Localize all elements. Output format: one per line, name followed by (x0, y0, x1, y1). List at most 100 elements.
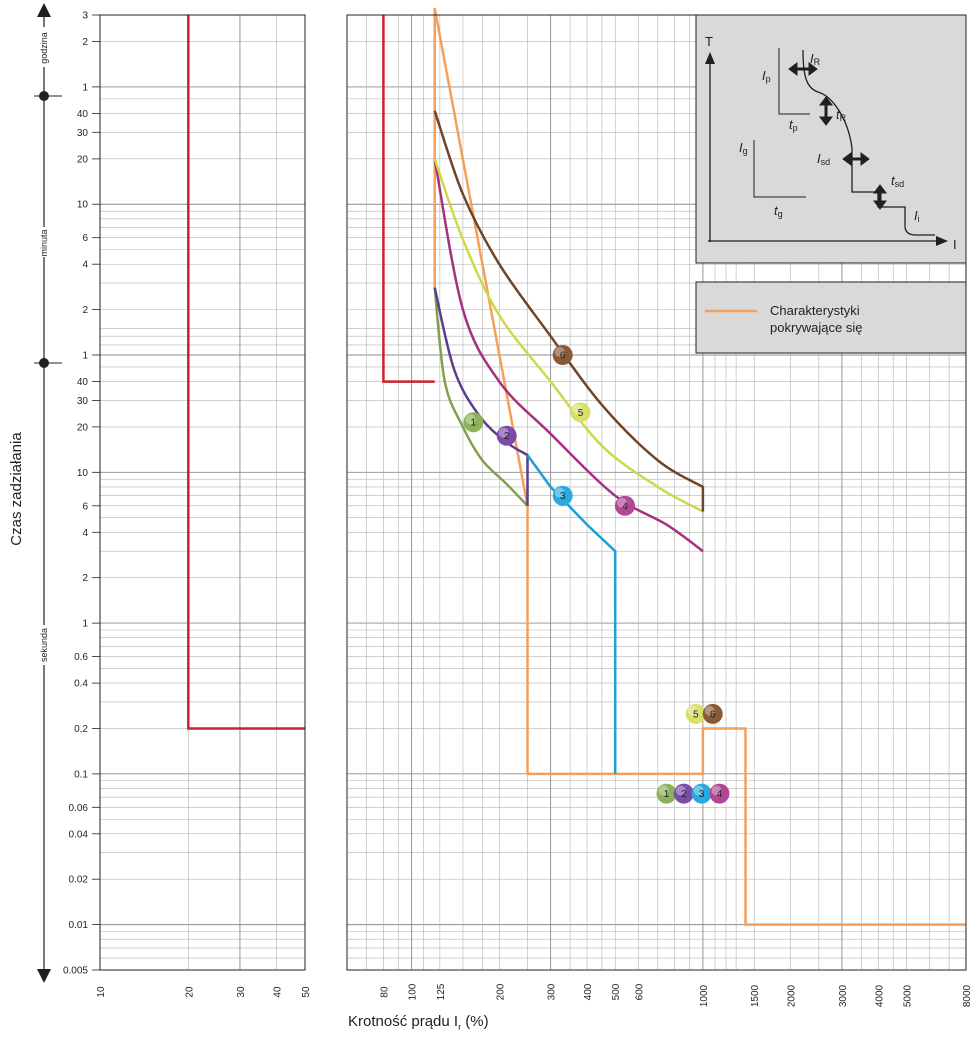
inset-label-ig: Ig (739, 140, 748, 156)
y-tick-label: 2 (82, 37, 88, 48)
series-marker-circle (615, 495, 635, 516)
series-marker-circle (552, 345, 573, 365)
inset-axis-t: T (705, 34, 713, 49)
series-marker-6: 6 (702, 703, 723, 724)
series-marker-highlight (675, 785, 686, 796)
series-marker-circle (552, 485, 573, 506)
series-marker-6: 6 (552, 345, 573, 365)
series-marker-circle (463, 412, 484, 433)
unit-label-minute: minuta (39, 229, 49, 256)
y-tick-label: 40 (77, 109, 89, 120)
y-tick-label: 4 (82, 260, 88, 271)
series-marker-highlight (465, 414, 476, 425)
y-tick-label: 30 (77, 396, 89, 407)
arrow-isd (842, 152, 870, 166)
series-line-5 (433, 158, 704, 513)
x-tick-label: 8000 (962, 984, 972, 1007)
unit-label-second: sekunda (39, 628, 49, 662)
y-tick-label: 20 (77, 422, 89, 433)
x-tick-label: 50 (301, 986, 312, 998)
arrow-tr (819, 96, 833, 126)
series-marker-label: 5 (693, 709, 699, 720)
series-line-left (187, 15, 305, 730)
inset-label-tp: tp (789, 117, 798, 133)
series-marker-highlight (704, 705, 715, 716)
series-marker-highlight (572, 404, 583, 415)
y-tick-label: 6 (82, 233, 88, 244)
x-axis-title-unit: (%) (461, 1013, 489, 1030)
series-marker-4: 4 (615, 495, 635, 516)
x-axis-title: Krotność prądu Ir (%) (348, 1013, 489, 1032)
y-tick-label: 0.1 (74, 769, 88, 780)
y-tick-label: 2 (82, 305, 88, 316)
inset-axis-i: I (953, 237, 957, 252)
x-tick-label: 200 (495, 983, 506, 1000)
x-tick-label: 80 (379, 986, 390, 998)
series-marker-label: 4 (622, 501, 628, 512)
x-tick-label: 20 (184, 986, 195, 998)
series-line-1 (433, 287, 529, 507)
series-line-3 (526, 454, 617, 774)
left-x-tick-labels: 10 20 30 40 50 (96, 986, 312, 998)
y-tick-label: 0.01 (69, 920, 89, 931)
series-marker-4: 4 (709, 783, 730, 804)
left-panel-series (187, 15, 305, 730)
x-tick-label: 300 (547, 983, 558, 1000)
inset-diagram: T I IR Ip tR tp Ig Isd tsd (695, 14, 967, 264)
y-tick-label: 0.2 (74, 724, 88, 735)
series-marker-2: 2 (673, 783, 694, 804)
series-marker-highlight (658, 785, 669, 796)
x-tick-label: 4000 (874, 984, 885, 1007)
x-axis-title-sub: r (458, 1022, 461, 1032)
series-marker-circle (702, 703, 723, 724)
series-marker-label: 2 (504, 431, 510, 442)
series-marker-label: 5 (578, 408, 584, 419)
y-tick-label: 0.02 (69, 875, 89, 886)
x-tick-label: 5000 (903, 984, 914, 1007)
y-tick-label: 4 (82, 528, 88, 539)
series-marker-1: 1 (463, 412, 484, 433)
x-tick-label: 30 (236, 986, 247, 998)
left-panel-grid (100, 14, 305, 971)
series-marker-circle (496, 425, 517, 446)
series-marker-3: 3 (691, 783, 712, 804)
series-marker-highlight (498, 427, 509, 438)
series-marker-circle (709, 783, 730, 804)
series-marker-highlight (693, 785, 704, 796)
x-axis-title-main: Krotność prądu I (348, 1013, 458, 1030)
y-tick-label: 10 (77, 200, 89, 211)
series-line-4 (433, 158, 704, 553)
series-marker-label: 6 (710, 709, 716, 720)
inset-label-tg: tg (774, 203, 783, 219)
right-panel-series (382, 7, 966, 926)
x-tick-label: 400 (583, 983, 594, 1000)
x-tick-label: 2000 (787, 984, 798, 1007)
series-marker-label: 3 (560, 491, 566, 502)
series-line-red (382, 15, 435, 383)
y-tick-label: 0.6 (74, 652, 88, 663)
x-tick-label: 600 (634, 983, 645, 1000)
y-tick-label: 6 (82, 501, 88, 512)
series-marker-highlight (711, 785, 722, 796)
y-axis-title: Czas zadziałania (8, 432, 25, 546)
series-marker-highlight (687, 705, 698, 716)
legend: Charakterystyki pokrywające się (695, 281, 967, 354)
series-marker-circle (691, 783, 712, 804)
inset-label-tr: tR (836, 107, 847, 123)
series-marker-circle (673, 783, 694, 804)
x-tick-label: 1000 (699, 984, 710, 1007)
y-tick-label: 0.06 (69, 803, 89, 814)
y-tick-label: 0.04 (69, 829, 89, 840)
legend-text-line2: pokrywające się (770, 320, 863, 335)
series-marker-label: 1 (471, 418, 477, 429)
series-marker-5: 5 (570, 402, 591, 423)
inset-label-ir: IR (810, 51, 821, 67)
inset-label-isd: Isd (817, 151, 830, 167)
series-marker-circle (656, 783, 677, 804)
y-tick-label: 30 (77, 128, 89, 139)
inset-label-tsd: tsd (891, 173, 904, 189)
series-marker-circle (570, 402, 591, 423)
y-tick-label: 0.4 (74, 679, 88, 690)
series-marker-highlight (617, 497, 627, 508)
